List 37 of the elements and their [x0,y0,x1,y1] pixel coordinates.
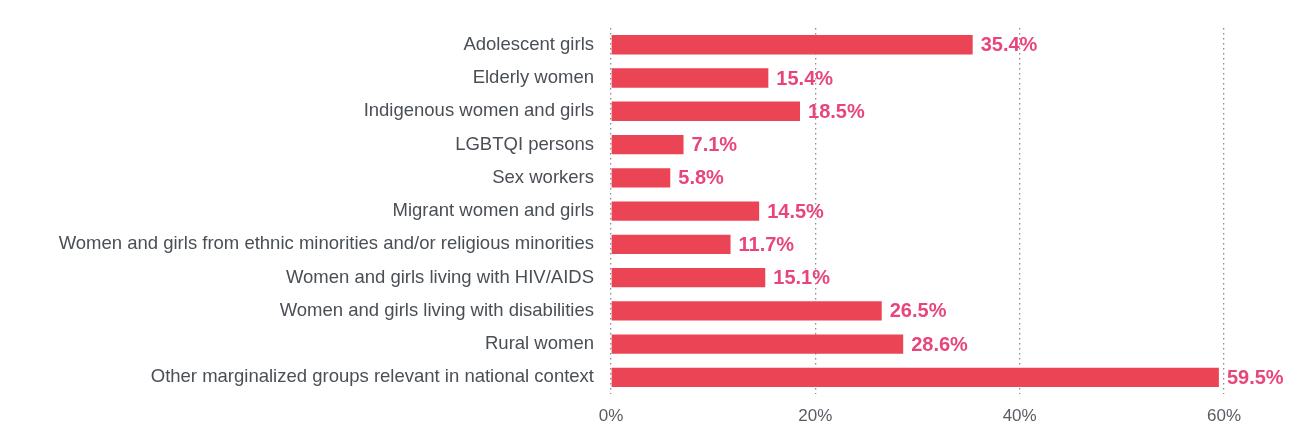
y-tick-label: Elderly women [472,66,594,88]
bar [611,68,769,88]
bar [611,234,731,254]
bar [611,267,766,288]
bar [611,201,760,221]
data-label: 14.5% [767,199,825,222]
y-tick-label: Indigenous women and girls [363,99,594,121]
y-tick-label: Women and girls living with HIV/AIDS [285,265,594,287]
bar [611,134,684,155]
y-tick-label: Rural women [485,332,594,354]
x-tick-label: 60% [1206,405,1242,425]
bar [611,168,671,188]
y-tick-label: Women and girls living with disabilities [279,298,594,320]
data-label: 15.1% [773,266,831,289]
data-label: 11.7% [738,232,795,255]
y-tick-label: Women and girls from ethnic minorities and/or religious minorities [58,232,594,254]
y-tick-label: Migrant women and girls [392,199,594,221]
data-label: 5.8% [678,166,725,189]
data-label: 35.4% [980,33,1038,56]
bar [611,101,801,121]
data-label: 59.5% [1226,365,1284,388]
bar [611,367,1219,388]
y-tick-label: LGBTQI persons [455,132,594,154]
data-label: 28.6% [911,332,969,355]
y-tick-label: Sex workers [492,165,594,187]
data-label: 15.4% [776,66,834,89]
data-label: 7.1% [691,133,738,156]
x-tick-label: 20% [798,405,833,425]
y-tick-label: Adolescent girls [463,32,594,54]
y-tick-label: Other marginalized groups relevant in national context [150,365,594,387]
data-label: 18.5% [808,99,865,122]
x-tick-label: 40% [1002,405,1037,425]
bar [611,301,882,321]
bar [611,334,904,354]
data-label: 26.5% [889,299,947,322]
bar [611,35,973,55]
x-tick-label: 0% [598,405,624,425]
